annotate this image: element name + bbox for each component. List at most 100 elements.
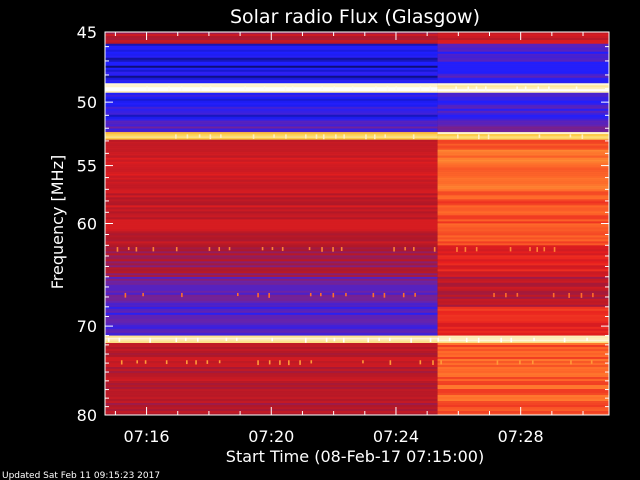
heatmap-cell [437, 263, 609, 266]
heatmap-speck [218, 360, 221, 364]
heatmap-cell [105, 271, 438, 274]
x-tick-label: 07:28 [498, 427, 544, 446]
heatmap-speck [273, 134, 275, 138]
heatmap-cell [437, 243, 609, 246]
heatmap-cell [437, 314, 609, 318]
heatmap-cell [437, 141, 609, 144]
heatmap-speck [135, 247, 138, 252]
heatmap-cell [105, 191, 438, 194]
heatmap-cell [437, 92, 609, 96]
heatmap-cell [105, 43, 438, 47]
heatmap-cell [105, 201, 438, 204]
heatmap-speck [384, 134, 387, 138]
axes: 45 50 55 60 70 80 07:16 07:20 07:24 07:28 [77, 23, 610, 446]
heatmap-cell [105, 136, 438, 139]
heatmap-speck [568, 292, 570, 298]
heatmap-speck [533, 337, 535, 342]
heatmap-speck [281, 247, 284, 251]
heatmap-cell [437, 151, 609, 154]
heatmap-speck [149, 337, 151, 343]
heatmap-speck [288, 360, 290, 366]
heatmap-cell [105, 365, 438, 368]
heatmap-speck [543, 247, 546, 252]
heatmap-cell [437, 353, 609, 356]
heatmap-cell [105, 167, 438, 170]
heatmap-cell [437, 38, 609, 41]
heatmap-cell [105, 286, 438, 290]
heatmap-speck [146, 86, 148, 91]
heatmap-cell [105, 153, 438, 156]
heatmap-cell [437, 177, 609, 180]
heatmap-cell [437, 165, 609, 168]
heatmap-cell [437, 183, 609, 186]
heatmap-cell [105, 259, 438, 262]
heatmap-cell [105, 195, 438, 198]
heatmap-speck [196, 337, 199, 342]
heatmap-cell [437, 100, 609, 104]
heatmap-cell [105, 318, 438, 322]
heatmap-cell [437, 300, 609, 304]
heatmap-cell [437, 371, 609, 374]
heatmap-speck [321, 247, 323, 252]
heatmap-cell [105, 296, 438, 300]
heatmap-speck [531, 360, 534, 365]
heatmap-cell [437, 219, 609, 222]
heatmap-speck [271, 337, 273, 342]
heatmap-cell [437, 225, 609, 228]
heatmap-cell [105, 132, 438, 135]
heatmap-cell [105, 83, 438, 86]
heatmap-cell [437, 161, 609, 164]
heatmap-cell [437, 369, 609, 372]
heatmap-cell [105, 243, 438, 246]
heatmap-cell [105, 225, 438, 228]
heatmap-cell [105, 175, 438, 178]
heatmap-cell [105, 183, 438, 186]
heatmap-speck [429, 86, 432, 92]
heatmap-cell [437, 316, 609, 320]
heatmap-cell [437, 282, 609, 286]
heatmap-cell [437, 383, 609, 386]
heatmap-speck [142, 292, 144, 297]
heatmap-speck [516, 292, 519, 297]
heatmap-speck [220, 134, 222, 138]
heatmap-cell [105, 124, 438, 127]
heatmap-speck [108, 337, 110, 342]
heatmap-speck [402, 292, 405, 298]
heatmap-cell [105, 114, 438, 118]
heatmap-cell [105, 94, 438, 98]
heatmap-speck [268, 292, 270, 298]
heatmap-cell [437, 126, 609, 129]
heatmap-cell [437, 261, 609, 264]
heatmap-cell [437, 257, 609, 260]
heatmap-cell [105, 347, 438, 350]
x-tick-label: 07:20 [248, 427, 294, 446]
heatmap-cell [105, 187, 438, 190]
heatmap-speck [412, 134, 415, 140]
heatmap-cell [437, 302, 609, 306]
heatmap-speck [529, 247, 531, 252]
heatmap-speck [322, 134, 325, 140]
heatmap-cell [105, 55, 438, 59]
heatmap-cell [105, 275, 438, 278]
heatmap-cell [437, 77, 609, 81]
heatmap-speck [320, 292, 322, 297]
heatmap-cell [105, 345, 438, 348]
heatmap-cell [437, 379, 609, 382]
heatmap-cell [437, 118, 609, 121]
heatmap-cell [437, 91, 609, 94]
plot-area [105, 32, 609, 415]
heatmap-cell [437, 221, 609, 224]
heatmap-cell [105, 369, 438, 372]
heatmap-speck [437, 337, 440, 342]
heatmap-cell [437, 207, 609, 210]
heatmap-cell [437, 217, 609, 220]
heatmap-cell [105, 371, 438, 374]
heatmap-cell [437, 211, 609, 214]
heatmap-cell [437, 284, 609, 288]
heatmap-cell [105, 235, 438, 238]
heatmap-cell [105, 284, 438, 288]
heatmap-cell [105, 269, 438, 272]
heatmap-cell [437, 367, 609, 370]
heatmap-cell [437, 157, 609, 160]
heatmap-cell [437, 273, 609, 276]
